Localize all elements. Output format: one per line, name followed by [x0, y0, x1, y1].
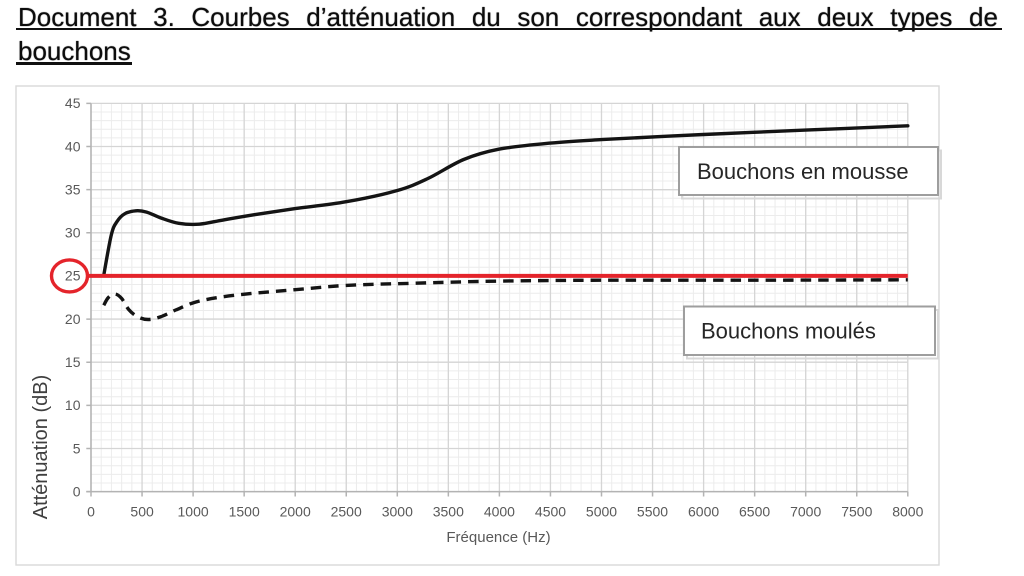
- svg-text:20: 20: [65, 311, 81, 327]
- svg-text:25: 25: [65, 268, 81, 284]
- svg-text:Bouchons moulés: Bouchons moulés: [701, 319, 876, 344]
- svg-text:15: 15: [65, 354, 81, 370]
- svg-text:Bouchons en mousse: Bouchons en mousse: [697, 159, 909, 184]
- svg-text:7000: 7000: [790, 504, 821, 520]
- svg-text:2000: 2000: [280, 504, 311, 520]
- svg-text:0: 0: [87, 504, 95, 520]
- svg-text:7500: 7500: [841, 504, 872, 520]
- svg-text:3000: 3000: [382, 504, 413, 520]
- svg-text:8000: 8000: [892, 504, 923, 520]
- svg-text:10: 10: [65, 397, 81, 413]
- svg-text:1000: 1000: [178, 504, 209, 520]
- svg-text:5000: 5000: [586, 504, 617, 520]
- svg-text:30: 30: [65, 225, 81, 241]
- svg-text:4000: 4000: [484, 504, 515, 520]
- svg-text:5500: 5500: [637, 504, 668, 520]
- svg-text:6000: 6000: [688, 504, 719, 520]
- svg-text:40: 40: [65, 138, 81, 154]
- svg-text:45: 45: [65, 95, 81, 111]
- svg-text:4500: 4500: [535, 504, 566, 520]
- svg-text:0: 0: [73, 483, 81, 499]
- svg-text:3500: 3500: [433, 504, 464, 520]
- svg-text:Fréquence (Hz): Fréquence (Hz): [446, 529, 550, 546]
- svg-text:5: 5: [73, 440, 81, 456]
- svg-text:Atténuation (dB): Atténuation (dB): [30, 375, 52, 520]
- svg-text:500: 500: [130, 504, 154, 520]
- svg-text:6500: 6500: [739, 504, 770, 520]
- svg-text:35: 35: [65, 182, 81, 198]
- svg-text:2500: 2500: [331, 504, 362, 520]
- svg-text:1500: 1500: [229, 504, 260, 520]
